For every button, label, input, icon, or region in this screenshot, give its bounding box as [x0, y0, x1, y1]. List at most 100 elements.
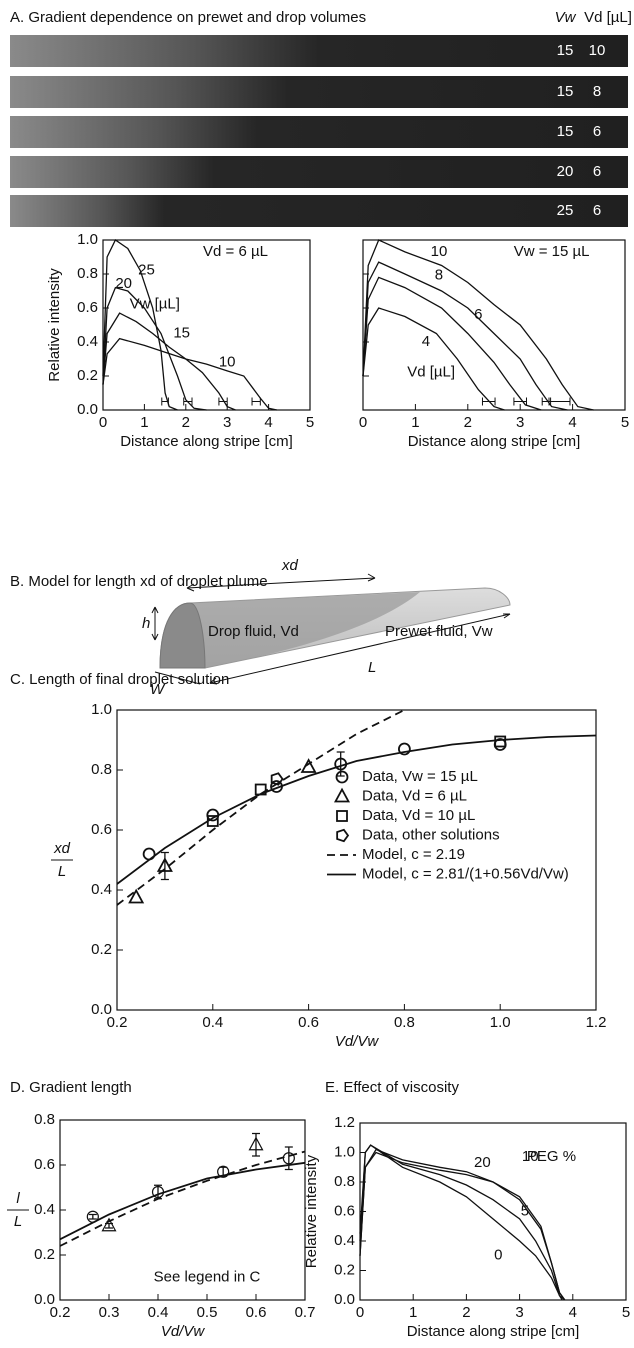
curve [102, 312, 236, 411]
y-tick-label: 1.0 [334, 1143, 355, 1160]
x-tick-label: 3 [516, 414, 524, 431]
legend-label: Model, c = 2.19 [362, 846, 465, 863]
column-header: Vd [µL] [584, 9, 632, 26]
marker [333, 787, 351, 803]
curve [359, 1144, 566, 1301]
annotation: PEG % [527, 1148, 576, 1165]
x-tick-label: 4 [264, 414, 272, 431]
xd-arrow [186, 577, 376, 589]
x-tick-label: 0 [359, 414, 367, 431]
x-tick-label: 3 [223, 414, 231, 431]
end-range [183, 397, 193, 406]
plot-frame [362, 239, 626, 411]
x-tick-label: 1.2 [586, 1014, 607, 1031]
stripe-vd: 6 [593, 163, 601, 180]
x-tick-label: 1 [411, 414, 419, 431]
curve [359, 1151, 566, 1301]
curve-label: 6 [474, 306, 482, 323]
y-tick-label: 0.8 [77, 265, 98, 282]
y-tick-label: 0.2 [34, 1246, 55, 1263]
annotation: See legend in C [154, 1268, 261, 1285]
gel-stripe [10, 116, 628, 148]
y-tick-label: 1.0 [91, 701, 112, 718]
panel-title: C. Length of final droplet solution [10, 671, 229, 688]
y-tick-label: 0.0 [34, 1291, 55, 1308]
y-tick-label: 0.0 [77, 401, 98, 418]
x-tick-label: 0.4 [202, 1014, 223, 1031]
end-range [161, 397, 169, 406]
legend-label: Data, Vd = 6 µL [362, 787, 467, 804]
curve [102, 286, 207, 411]
curve [359, 1148, 566, 1301]
curve [102, 337, 278, 411]
stripes: 15 10 15 8 15 6 20 6 25 6 [10, 35, 628, 227]
curve-label: 5 [521, 1202, 529, 1219]
y-tick-label: 0.2 [91, 941, 112, 958]
w-arrow [154, 671, 201, 685]
x-tick-label: 0.3 [99, 1304, 120, 1321]
y-axis-label: Relative intensity [46, 268, 63, 382]
panel-title: E. Effect of viscosity [325, 1079, 459, 1096]
x-tick-label: 4 [568, 414, 576, 431]
y-label-denominator: L [58, 863, 66, 880]
marker [336, 810, 348, 822]
curve [59, 1161, 306, 1241]
curve-label: 20 [115, 275, 132, 292]
y-tick-label: 0.6 [334, 1202, 355, 1219]
marker [300, 758, 317, 773]
marker [128, 888, 145, 904]
curve [359, 1144, 563, 1301]
end-range [218, 397, 228, 406]
y-tick-label: 0.4 [34, 1201, 55, 1218]
legend-label: Data, Vd = 10 µL [362, 807, 475, 824]
y-tick-label: 0.6 [77, 299, 98, 316]
curve-label: 10 [522, 1148, 539, 1165]
arrow-head [209, 613, 511, 685]
legend-label: Data, other solutions [362, 826, 500, 843]
marker [494, 735, 507, 748]
gel-stripe [10, 76, 628, 108]
xd-label: xd [281, 557, 299, 574]
x-axis-label: Distance along stripe [cm] [120, 433, 293, 450]
x-tick-label: 5 [622, 1304, 630, 1321]
y-label-denominator: L [14, 1213, 22, 1230]
curve [362, 276, 542, 411]
stripe-vd: 6 [593, 123, 601, 140]
prewet-label: Prewet fluid, Vw [385, 623, 493, 640]
drop-region [190, 592, 420, 668]
plot-frame [359, 1122, 627, 1301]
stripe-vd: 8 [593, 83, 601, 100]
curve-label: 10 [219, 353, 236, 370]
x-tick-label: 0 [99, 414, 107, 431]
y-tick-label: 0.4 [334, 1232, 355, 1249]
annotation: Vw [µL] [130, 296, 180, 313]
end-range [481, 397, 496, 406]
x-tick-label: 0.5 [197, 1304, 218, 1321]
x-tick-label: 2 [464, 414, 472, 431]
curve-label: 8 [435, 267, 443, 284]
drop-label: Drop fluid, Vd [208, 623, 299, 640]
x-tick-label: 0.7 [295, 1304, 316, 1321]
plume-diagram: xd h W L Drop fluid, Vd Prewet fluid, Vw [142, 557, 511, 698]
curve-label: 10 [431, 243, 448, 260]
stripe-vw: 15 [557, 123, 574, 140]
y-tick-label: 0.8 [334, 1173, 355, 1190]
plot-frame [102, 239, 311, 411]
y-tick-label: 1.2 [334, 1114, 355, 1131]
x-tick-label: 0.4 [148, 1304, 169, 1321]
curve [116, 734, 597, 885]
x-tick-label: 1 [409, 1304, 417, 1321]
gel-stripe [10, 195, 628, 227]
x-tick-label: 5 [621, 414, 629, 431]
annotation: Vd = 6 µL [203, 243, 268, 260]
x-axis-label: Distance along stripe [cm] [408, 433, 581, 450]
stripe-vd: 6 [593, 202, 601, 219]
panel-title: D. Gradient length [10, 1079, 132, 1096]
marker [101, 1217, 117, 1232]
y-tick-label: 0.2 [77, 367, 98, 384]
curve [116, 709, 405, 906]
annotation: Vd [µL] [407, 364, 455, 381]
y-tick-label: 0.0 [91, 1001, 112, 1018]
y-tick-label: 0.0 [334, 1291, 355, 1308]
